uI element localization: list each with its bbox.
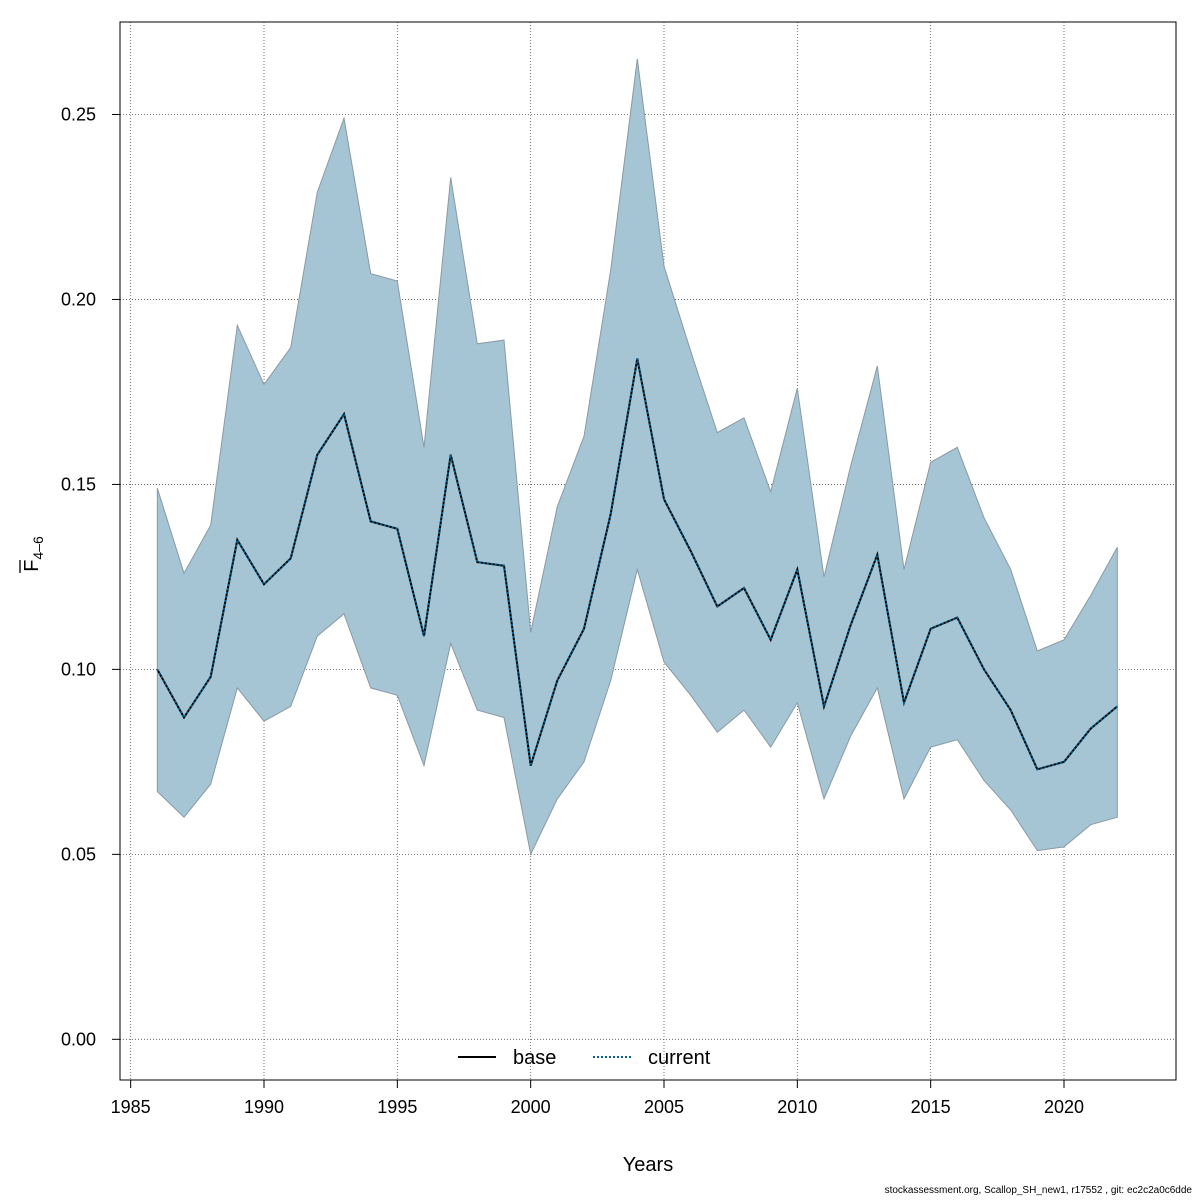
y-axis-title-subscript: 4–6 bbox=[30, 536, 46, 560]
legend-label-base: base bbox=[513, 1047, 556, 1069]
y-tick-label: 0.15 bbox=[61, 474, 96, 494]
confidence-band bbox=[156, 58, 1118, 856]
x-tick-label: 2000 bbox=[511, 1097, 551, 1117]
series-line-current bbox=[156, 358, 1118, 771]
y-axis-title: F4–6 bbox=[19, 536, 46, 573]
svg-text:F4–6: F4–6 bbox=[21, 536, 46, 572]
x-tick-label: 2020 bbox=[1044, 1097, 1084, 1117]
x-tick-label: 1985 bbox=[111, 1097, 151, 1117]
legend: base current bbox=[458, 1047, 711, 1069]
x-tick-label: 2015 bbox=[911, 1097, 951, 1117]
confidence-band-group bbox=[156, 58, 1118, 856]
y-axis: 0.00 0.05 0.10 0.15 0.20 0.25 bbox=[61, 104, 121, 1049]
legend-label-current: current bbox=[648, 1047, 711, 1069]
y-axis-title-main: F bbox=[21, 560, 43, 572]
footer-source: stockassessment.org, Scallop_SH_new1, r1… bbox=[884, 1185, 1192, 1196]
y-tick-label: 0.00 bbox=[61, 1029, 96, 1049]
y-tick-label: 0.05 bbox=[61, 844, 96, 864]
x-tick-label: 2010 bbox=[777, 1097, 817, 1117]
series-lines-group bbox=[156, 358, 1118, 771]
x-axis: 1985 1990 1995 2000 2005 2010 2015 2020 bbox=[111, 1079, 1084, 1117]
x-tick-label: 2005 bbox=[644, 1097, 684, 1117]
y-tick-label: 0.10 bbox=[61, 659, 96, 679]
x-axis-title: Years bbox=[623, 1154, 673, 1176]
x-tick-label: 1995 bbox=[377, 1097, 417, 1117]
x-tick-label: 1990 bbox=[244, 1097, 284, 1117]
y-tick-label: 0.20 bbox=[61, 289, 96, 309]
y-tick-label: 0.25 bbox=[61, 104, 96, 124]
